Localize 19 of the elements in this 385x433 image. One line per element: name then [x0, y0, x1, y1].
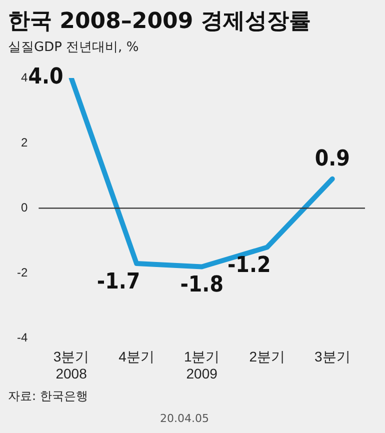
y-tick-label: -4	[17, 330, 28, 345]
text: 20.04.05	[160, 412, 209, 425]
chart-title: 한국 2008–2009 경제성장률	[7, 8, 312, 36]
x-tick-label: 2분기	[249, 348, 285, 365]
x-tick-label: 4분기	[118, 348, 154, 365]
chart-subtitle: 실질GDP 전년대비, %	[7, 39, 140, 56]
x-tick-label: 3분기 2008	[53, 348, 90, 382]
y-tick-label: -2	[17, 266, 28, 280]
y-tick-label: 2	[20, 135, 28, 150]
y-tick-label: 0	[20, 200, 28, 215]
data-label: -1.7	[96, 269, 140, 294]
data-label: 4.0	[28, 64, 64, 90]
y-tick-label: 4	[20, 70, 28, 84]
x-tick-label: 3분기	[314, 348, 350, 365]
data-label: -1.2	[227, 252, 271, 278]
data-label: 0.9	[314, 146, 350, 172]
data-label: -1.8	[180, 272, 224, 298]
x-tick-label: 1분기 2009	[184, 348, 220, 382]
text: 자료: 한국은행	[8, 388, 88, 405]
